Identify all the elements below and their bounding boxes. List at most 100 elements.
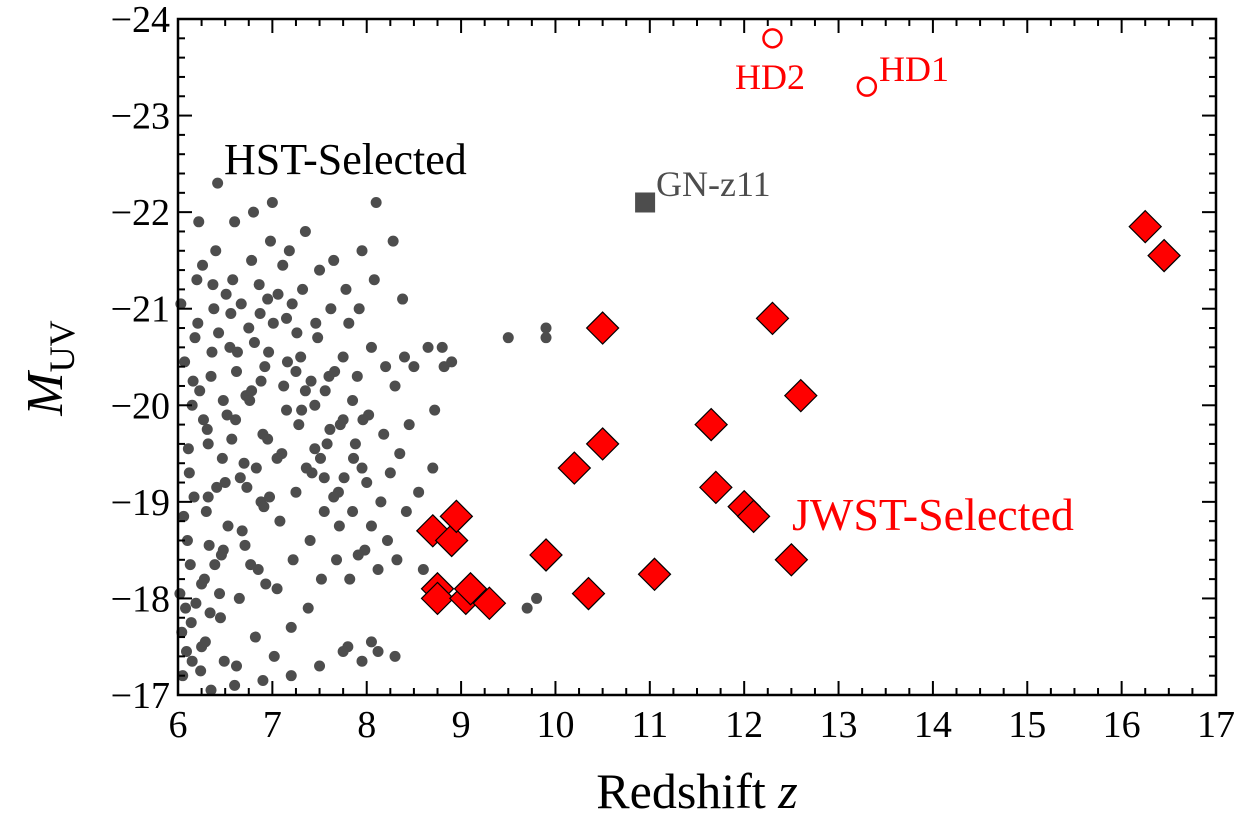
hst-point [268,650,280,662]
hst-point [211,481,223,493]
hst-point [305,375,317,387]
special-markers [635,28,878,213]
hst-point [207,279,219,291]
hst-point [183,467,195,479]
hst-point [338,472,350,484]
hd-point [856,76,878,97]
hst-point [295,351,307,363]
hst-point [180,646,192,658]
hst-point [285,621,297,633]
y-tick-label: −23 [111,96,170,138]
hst-point [378,428,390,440]
hst-point [321,438,333,450]
hst-point [387,235,399,247]
hst-point [234,472,246,484]
jwst-point [472,586,507,621]
hst-point [197,259,209,271]
hst-point [214,612,226,624]
x-tick-labels: 6 7 8 9 10 11 12 13 14 15 16 17 [169,704,1236,746]
hst-point [186,655,198,667]
hst-point [216,452,228,464]
hst-point [384,467,396,479]
hst-point [225,308,237,320]
hst-point [299,225,311,237]
hst-point [233,592,245,604]
hst-point [197,414,209,426]
hst-point [372,646,384,658]
hst-point [192,317,204,329]
hst-point [231,365,243,377]
hst-point [310,317,322,329]
hst-point [212,177,224,189]
hst-point [189,332,201,344]
hst-point [205,370,217,382]
hst-point [290,365,302,377]
plot-frame [176,17,1218,697]
hst-point [184,559,196,571]
hst-point [422,341,434,353]
hst-point [271,452,283,464]
hst-point [248,337,260,349]
hst-point [277,259,289,271]
jwst-point [571,576,606,611]
hst-point [304,534,316,546]
x-tick-label: 9 [452,704,471,746]
x-tick-label: 6 [169,704,188,746]
hst-point [231,660,243,672]
hst-point [247,206,259,218]
hst-point [196,578,208,590]
hst-point [193,216,205,228]
hst-point [254,308,266,320]
hst-point [391,554,403,566]
hst-point [340,283,352,295]
hst-point [389,380,401,392]
gn-z11-label: GN-z11 [656,164,771,204]
hd-point [762,28,783,49]
hst-point [348,452,360,464]
hst-point [229,216,241,228]
hst-point [274,515,286,527]
hst-point [352,549,364,561]
hst-point [263,346,275,358]
jwst-point [774,542,809,577]
hst-point [436,341,448,353]
hst-point [226,433,238,445]
hst-point [243,322,255,334]
hst-point [281,404,293,416]
hst-point [195,665,207,677]
gn-z11-point [635,192,656,213]
jwst-point [420,581,455,616]
hst-point [253,279,265,291]
hst-point [356,462,368,474]
hst-point [400,506,412,518]
jwst-point [1128,209,1163,244]
hst-point [221,409,233,421]
hst-point [531,592,543,604]
jwst-point [434,523,469,558]
hst-point [218,655,230,667]
hst-point [365,636,377,648]
hst-point [191,274,203,286]
hst-point [347,394,359,406]
hst-point [281,356,293,368]
x-tick-label: 17 [1197,704,1235,746]
hst-point [208,303,220,315]
hst-point [205,684,217,696]
hst-point [231,346,243,358]
hst-point [287,554,299,566]
x-tick-label: 16 [1103,704,1141,746]
hst-point [315,573,327,585]
hst-point [368,274,380,286]
hst-point [181,534,193,546]
x-tick-label: 14 [914,704,952,746]
hst-point [312,332,324,344]
hst-point [281,312,293,324]
hst-point [319,385,331,397]
jwst-point [783,378,818,413]
x-tick-label: 13 [820,704,858,746]
hst-point [209,559,221,571]
y-axis-label: MUV [17,320,82,416]
y-tick-label: −22 [111,192,170,234]
hst-point [356,245,368,257]
hst-point [365,520,377,532]
